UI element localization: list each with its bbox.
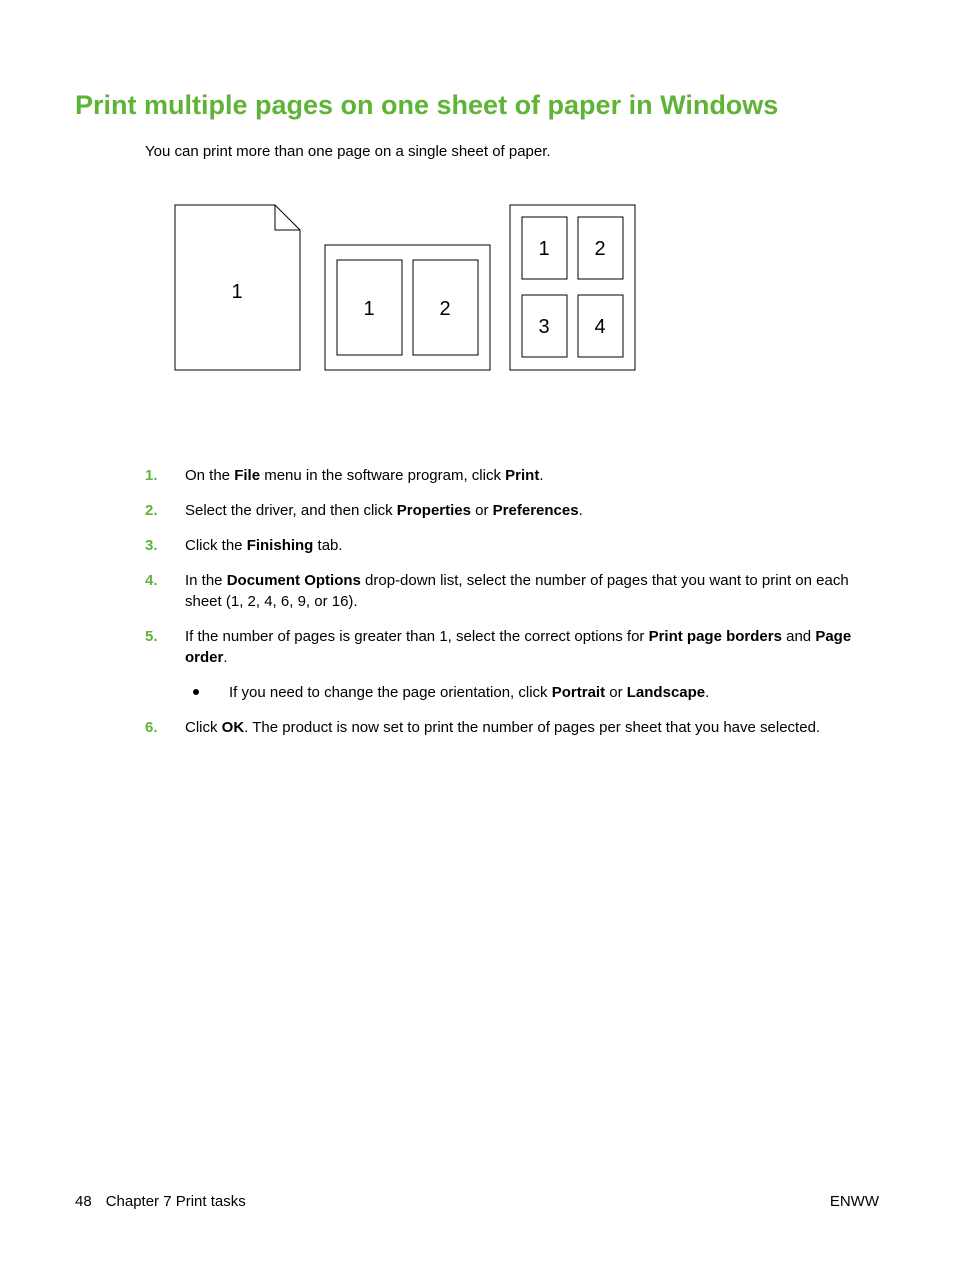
diagram-4up-label-2: 2 xyxy=(594,238,605,260)
intro-text: You can print more than one page on a si… xyxy=(145,143,879,160)
step-text: Click OK. The product is now set to prin… xyxy=(185,717,879,738)
diagram-4up-label-3: 3 xyxy=(538,316,549,338)
bullet-icon xyxy=(193,689,199,695)
page-footer: 48 Chapter 7 Print tasks ENWW xyxy=(75,1193,879,1210)
diagram-1up-label: 1 xyxy=(231,281,242,303)
footer-right: ENWW xyxy=(830,1193,879,1210)
step-number: 3. xyxy=(145,535,185,556)
instruction-list: 1.On the File menu in the software progr… xyxy=(145,465,879,738)
diagram-2up-label-2: 2 xyxy=(439,298,450,320)
instruction-step: 6.Click OK. The product is now set to pr… xyxy=(145,717,879,738)
footer-chapter: Chapter 7 Print tasks xyxy=(106,1193,246,1210)
step-number: 1. xyxy=(145,465,185,486)
step-text: In the Document Options drop-down list, … xyxy=(185,570,879,612)
instruction-step: 2.Select the driver, and then click Prop… xyxy=(145,500,879,521)
diagram-4up-label-4: 4 xyxy=(594,316,605,338)
step-number: 5. xyxy=(145,626,185,703)
page-title: Print multiple pages on one sheet of pap… xyxy=(75,90,879,121)
step-number: 2. xyxy=(145,500,185,521)
instruction-step: 4.In the Document Options drop-down list… xyxy=(145,570,879,612)
step-text: Select the driver, and then click Proper… xyxy=(185,500,879,521)
diagram-4up-label-1: 1 xyxy=(538,238,549,260)
instruction-step: 5.If the number of pages is greater than… xyxy=(145,626,879,703)
diagram-2up: 1 2 xyxy=(325,245,490,370)
page-content: Print multiple pages on one sheet of pap… xyxy=(0,0,954,738)
step-text: On the File menu in the software program… xyxy=(185,465,879,486)
diagram-1up: 1 xyxy=(175,205,300,370)
step-number: 4. xyxy=(145,570,185,612)
sub-item: If you need to change the page orientati… xyxy=(185,682,879,703)
instruction-step: 1.On the File menu in the software progr… xyxy=(145,465,879,486)
step-text: Click the Finishing tab. xyxy=(185,535,879,556)
sub-item-text: If you need to change the page orientati… xyxy=(229,682,709,703)
diagram-4up: 1 2 3 4 xyxy=(510,205,635,370)
footer-page-number: 48 xyxy=(75,1193,92,1210)
step-number: 6. xyxy=(145,717,185,738)
step-text: If the number of pages is greater than 1… xyxy=(185,626,879,703)
sub-list: If you need to change the page orientati… xyxy=(185,682,879,703)
instruction-step: 3.Click the Finishing tab. xyxy=(145,535,879,556)
diagram-2up-label-1: 1 xyxy=(363,298,374,320)
diagram-svg: 1 1 2 1 2 3 4 xyxy=(165,200,645,380)
pages-per-sheet-diagram: 1 1 2 1 2 3 4 xyxy=(165,200,879,385)
